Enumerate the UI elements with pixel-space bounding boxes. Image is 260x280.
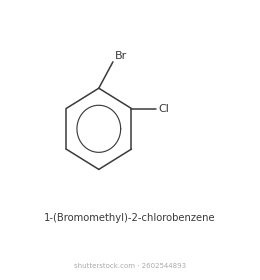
Text: 1-(Bromomethyl)-2-chlorobenzene: 1-(Bromomethyl)-2-chlorobenzene bbox=[44, 213, 216, 223]
Text: Br: Br bbox=[115, 51, 127, 61]
Text: Cl: Cl bbox=[158, 104, 169, 113]
Text: shutterstock.com · 2602544893: shutterstock.com · 2602544893 bbox=[74, 263, 186, 269]
